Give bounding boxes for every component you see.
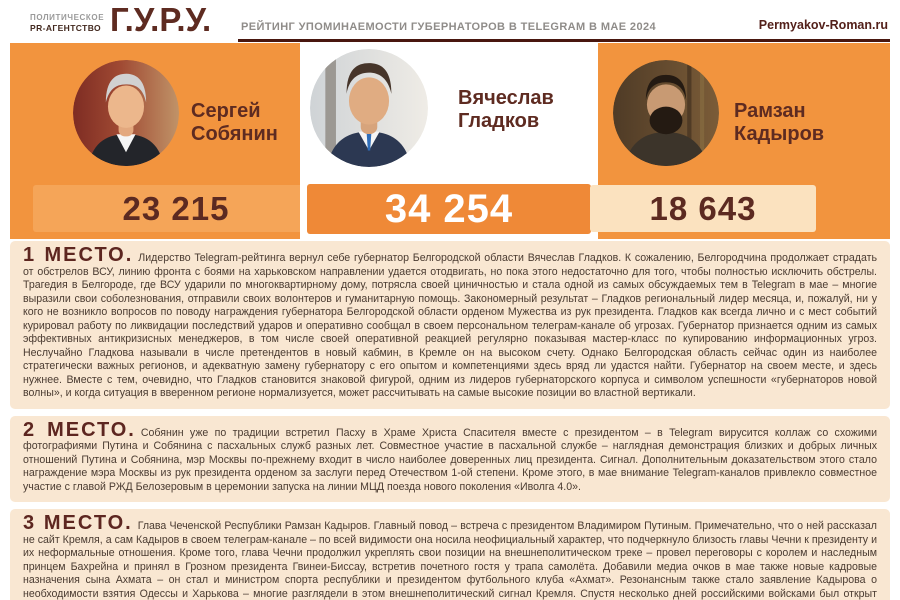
logo-line-top: ПОЛИТИЧЕСКОЕ xyxy=(30,13,105,22)
sobyanin-mentions-box: 23 215 xyxy=(33,185,319,232)
kadyrov-first-name: Рамзан xyxy=(734,100,806,122)
article-place-1: 1 МЕСТО. Лидерство Telegram-рейтинга верн… xyxy=(10,241,890,409)
place-3-text: Глава Чеченской Республики Рамзан Кадыро… xyxy=(23,520,877,600)
place-2-heading: 2 МЕСТО. xyxy=(23,418,136,441)
gladkov-last-name: Гладков xyxy=(458,110,540,132)
podium-hero: Сергей Собянин 23 215 xyxy=(10,43,890,239)
place-2-text: Собянин уже по традиции встретил Пасху в… xyxy=(23,426,877,493)
article-3-paragraph: 3 МЕСТО. Глава Чеченской Республики Рамза… xyxy=(23,513,877,600)
kadyrov-mentions-box: 18 643 xyxy=(590,185,816,232)
article-2-paragraph: 2 МЕСТО. Собянин уже по традиции встретил… xyxy=(23,420,877,495)
gladkov-mentions-count: 34 254 xyxy=(384,186,514,231)
logo-line-bottom: PR-АГЕНТСТВО xyxy=(30,22,102,33)
gladkov-name: Вячеслав Гладков xyxy=(458,87,554,133)
place-1-heading: 1 МЕСТО. xyxy=(23,244,134,266)
gladkov-first-name: Вячеслав xyxy=(458,87,554,109)
site-link[interactable]: Permyakov-Roman.ru xyxy=(758,18,888,32)
place-1-text: Лидерство Telegram-рейтинга вернул себе … xyxy=(23,252,877,399)
sobyanin-first-name: Сергей xyxy=(191,100,261,122)
gladkov-photo xyxy=(310,49,428,167)
page-title: РЕЙТИНГ УПОМИНАЕМОСТИ ГУБЕРНАТОРОВ В TEL… xyxy=(241,21,657,33)
sobyanin-mentions-count: 23 215 xyxy=(122,189,230,227)
article-place-3: 3 МЕСТО. Глава Чеченской Республики Рамза… xyxy=(10,509,890,600)
header-divider xyxy=(238,39,890,42)
ranking-articles: 1 МЕСТО. Лидерство Telegram-рейтинга верн… xyxy=(10,241,890,600)
kadyrov-mentions-count: 18 643 xyxy=(649,189,757,227)
kadyrov-name: Рамзан Кадыров xyxy=(734,100,824,146)
brand-title: Г.У.Р.У. xyxy=(110,1,212,38)
gladkov-mentions-box: 34 254 xyxy=(307,184,591,234)
article-1-paragraph: 1 МЕСТО. Лидерство Telegram-рейтинга верн… xyxy=(23,245,877,401)
kadyrov-photo xyxy=(613,60,719,166)
article-place-2: 2 МЕСТО. Собянин уже по традиции встретил… xyxy=(10,415,890,502)
sobyanin-photo xyxy=(73,60,179,166)
sobyanin-name: Сергей Собянин xyxy=(191,100,278,146)
place-3-heading: 3 МЕСТО. xyxy=(23,512,133,534)
kadyrov-last-name: Кадыров xyxy=(734,123,825,145)
winner-card: Вячеслав Гладков 34 254 xyxy=(300,43,598,239)
sobyanin-last-name: Собянин xyxy=(191,123,278,145)
agency-logo: ПОЛИТИЧЕСКОЕ PR-АГЕНТСТВО xyxy=(30,13,104,33)
